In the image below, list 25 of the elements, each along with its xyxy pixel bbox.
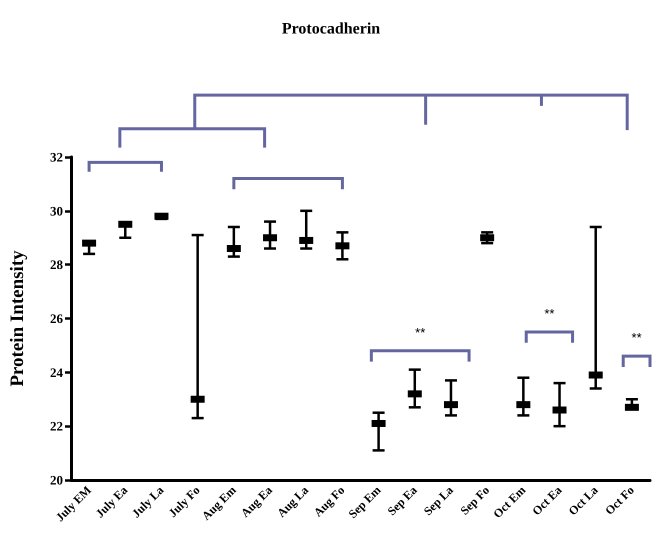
y-tick-label: 28 — [50, 257, 64, 272]
x-tick-label: Aug Ea — [238, 483, 275, 520]
x-tick-label: Sep La — [420, 483, 456, 518]
chart-title: Protocadherin — [282, 20, 380, 38]
y-tick-label: 24 — [50, 364, 64, 380]
y-tick-label: 26 — [50, 311, 64, 326]
x-tick-label: Oct Ea — [529, 483, 564, 518]
y-tick-label: 20 — [50, 472, 63, 488]
x-tick-label: Aug Fo — [310, 483, 348, 520]
x-tick-label: Sep Ea — [384, 483, 420, 518]
annotation: ** — [632, 330, 642, 346]
x-tick-label: Sep Em — [346, 483, 384, 521]
y-tick-label: 30 — [50, 203, 63, 218]
x-tick-label: Oct Fo — [602, 483, 637, 518]
annotation: ** — [415, 324, 426, 340]
x-tick-label: Oct Em — [490, 483, 528, 521]
y-tick-label: 22 — [50, 418, 63, 434]
y-tick-label: 32 — [50, 150, 63, 164]
x-tick-label: Sep Fo — [457, 483, 492, 518]
x-tick-label: July Ea — [92, 483, 130, 521]
y-axis-title: Protein Intensity — [7, 250, 28, 387]
x-tick-label: July La — [128, 483, 166, 521]
annotation: ** — [544, 306, 554, 321]
x-tick-label: Oct La — [566, 483, 601, 518]
x-tick-label: Aug La — [274, 483, 312, 520]
